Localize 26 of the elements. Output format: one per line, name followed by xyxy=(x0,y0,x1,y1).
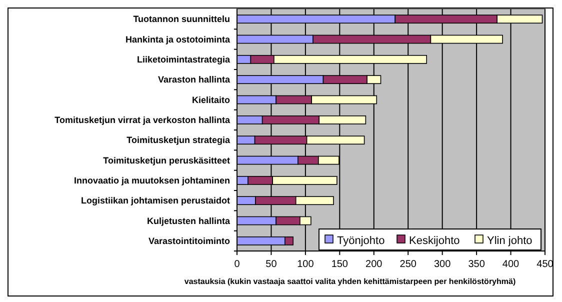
x-tick-label: 250 xyxy=(400,259,417,270)
y-tick-label: Tomitusketjun virrat ja verkoston hallinta xyxy=(54,115,231,126)
legend-label: Keskijohto xyxy=(409,235,460,247)
x-tick-label: 50 xyxy=(266,259,278,270)
x-tick-label: 400 xyxy=(502,259,520,270)
y-tick-label: Varastointitoiminto xyxy=(148,236,230,246)
y-tick-label: Liiketoimintastrategia xyxy=(136,54,231,65)
y-tick-label: Toimitusketjun strategia xyxy=(126,135,231,146)
x-tick-label: 200 xyxy=(366,259,383,270)
y-tick-label: Logistiikan johtamisen perustaidot xyxy=(80,196,230,206)
y-tick-label: Toimitusketjun peruskäsitteet xyxy=(103,155,230,166)
y-tick-label: Innovaatio ja muutoksen johtaminen xyxy=(74,176,230,186)
x-tick-label: 300 xyxy=(434,259,452,270)
x-tick-label: 150 xyxy=(331,259,348,270)
x-tick-label: 450 xyxy=(536,259,554,270)
x-axis-title: vastauksia (kukin vastaaja saattoi valita yhden kehittämistarpeen per henkilöstöryhmä) xyxy=(184,277,516,286)
y-tick-label: Varaston hallinta xyxy=(158,74,231,85)
x-tick-label: 350 xyxy=(468,259,486,270)
legend-label: Ylin johto xyxy=(487,235,532,247)
y-tick-label: Kielitaito xyxy=(192,94,230,105)
y-tick-label: Tuotannon suunnittelu xyxy=(133,14,230,24)
y-tick-label: Kuljetusten hallinta xyxy=(146,216,231,226)
y-tick-label: Hankinta ja ostotoiminta xyxy=(125,34,231,44)
legend-label: Työnjohto xyxy=(337,235,385,247)
x-tick-label: 0 xyxy=(234,259,240,270)
x-tick-label: 100 xyxy=(297,259,314,270)
